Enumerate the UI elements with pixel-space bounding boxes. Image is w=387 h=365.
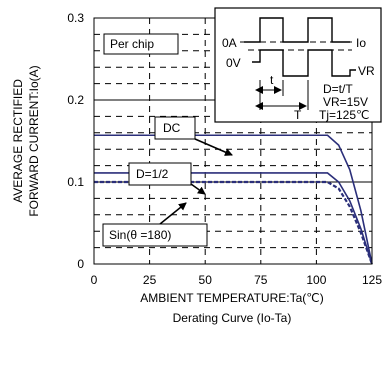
per-chip-box — [103, 33, 179, 55]
label-d12-box — [128, 162, 192, 186]
inset-current-wave — [244, 17, 350, 43]
inset-label-t-big: T — [294, 108, 302, 122]
inset-voltage-wave — [252, 49, 356, 77]
inset-label-vr: VR — [358, 64, 375, 78]
y-tick-2: 0.2 — [67, 93, 84, 107]
label-dc-box — [154, 116, 196, 140]
x-tick-0: 0 — [91, 273, 98, 287]
inset-condition-1: D=t/T — [323, 82, 353, 96]
label-dc: DC — [154, 116, 233, 156]
per-chip-label: Per chip — [110, 37, 154, 51]
label-dc-text: DC — [163, 121, 181, 135]
inset-waveform: 0A 0V Io VR t T D=t/T VR=15V Tj=125℃ — [214, 7, 382, 123]
series-line-1 — [94, 172, 373, 265]
y-tick-labels: 0 0.1 0.2 0.3 — [67, 11, 84, 271]
y-tick-1: 0.1 — [67, 175, 84, 189]
label-dc-arrow — [194, 138, 233, 156]
label-sin-arrow — [159, 202, 187, 225]
inset-label-t-small: t — [270, 73, 274, 87]
label-d12: D=1/2 — [128, 162, 206, 195]
label-sin: Sin(θ =180) — [102, 202, 208, 247]
inset-label-0v: 0V — [226, 56, 241, 70]
y-tick-0: 0 — [77, 257, 84, 271]
inset-condition-2: VR=15V — [323, 95, 368, 109]
y-tick-3: 0.3 — [67, 11, 84, 25]
y-axis-label-line2: FORWARD CURRENT:Io(A) — [27, 65, 41, 216]
inset-condition-3: Tj=125℃ — [319, 108, 370, 122]
label-sin-box — [102, 223, 208, 247]
x-axis-label: AMBIENT TEMPERATURE:Ta(℃) — [140, 291, 324, 305]
label-sin-text: Sin(θ =180) — [109, 228, 171, 242]
label-d12-text: D=1/2 — [136, 167, 169, 181]
series-layer — [94, 134, 374, 265]
chart-caption: Derating Curve (Io-Ta) — [173, 311, 292, 325]
x-tick-2: 50 — [199, 273, 213, 287]
series-line-0 — [94, 134, 373, 265]
series-line-2 — [94, 180, 374, 265]
inset-label-io: Io — [356, 36, 366, 50]
x-tick-5: 125 — [362, 273, 382, 287]
inset-label-0a: 0A — [222, 36, 237, 50]
x-tick-labels: 0 25 50 75 100 125 — [91, 273, 383, 287]
x-tick-1: 25 — [143, 273, 157, 287]
x-tick-4: 100 — [306, 273, 326, 287]
y-axis-label-line1: AVERAGE RECTIFIED — [11, 79, 25, 203]
label-d12-arrow — [190, 183, 206, 195]
x-tick-3: 75 — [254, 273, 268, 287]
